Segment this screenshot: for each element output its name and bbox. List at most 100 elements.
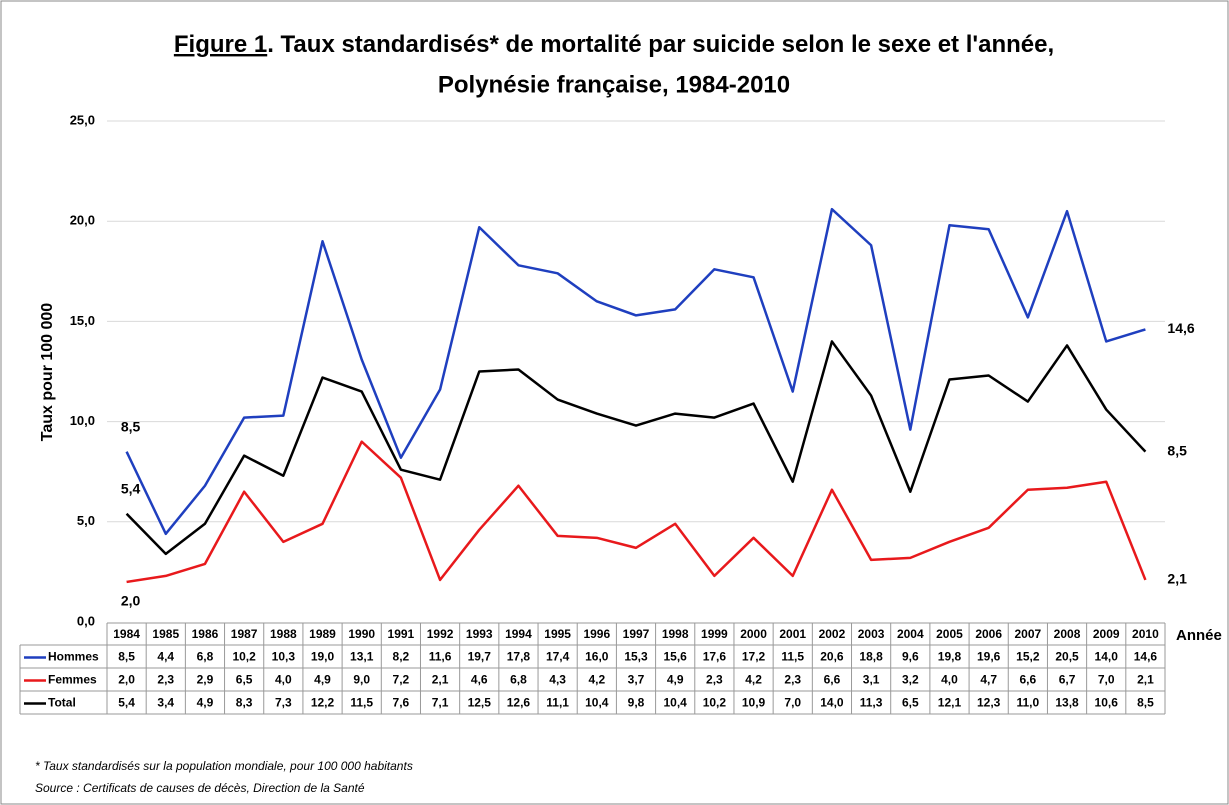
table-cell: 10,4 bbox=[585, 696, 609, 710]
table-cell: 15,2 bbox=[1016, 650, 1040, 664]
table-cell: 2,3 bbox=[157, 673, 174, 687]
x-tick-label: 2010 bbox=[1132, 627, 1159, 641]
legend-label: Hommes bbox=[48, 650, 99, 664]
data-label: 8,5 bbox=[121, 418, 141, 434]
table-cell: 9,8 bbox=[628, 696, 645, 710]
table-cell: 8,3 bbox=[236, 696, 253, 710]
x-tick-label: 1998 bbox=[662, 627, 689, 641]
table-cell: 10,4 bbox=[664, 696, 688, 710]
x-tick-label: 2000 bbox=[740, 627, 767, 641]
table-cell: 2,9 bbox=[197, 673, 214, 687]
table-cell: 7,0 bbox=[1098, 673, 1115, 687]
table-cell: 8,5 bbox=[118, 650, 135, 664]
x-tick-label: 2004 bbox=[897, 627, 924, 641]
table-cell: 7,6 bbox=[393, 696, 410, 710]
table-cell: 3,2 bbox=[902, 673, 919, 687]
table-cell: 9,6 bbox=[902, 650, 919, 664]
y-tick-label: 10,0 bbox=[70, 413, 95, 428]
table-cell: 14,0 bbox=[1095, 650, 1119, 664]
table-cell: 12,6 bbox=[507, 696, 531, 710]
table-cell: 6,5 bbox=[236, 673, 253, 687]
legend-label: Total bbox=[48, 696, 76, 710]
table-cell: 4,0 bbox=[275, 673, 292, 687]
table-cell: 8,2 bbox=[393, 650, 410, 664]
table-cell: 9,0 bbox=[353, 673, 370, 687]
table-cell: 4,3 bbox=[549, 673, 566, 687]
table-cell: 16,0 bbox=[585, 650, 609, 664]
table-cell: 15,3 bbox=[624, 650, 648, 664]
table-cell: 17,2 bbox=[742, 650, 766, 664]
table-cell: 4,9 bbox=[314, 673, 331, 687]
table-cell: 6,8 bbox=[510, 673, 527, 687]
y-axis-label: Taux pour 100 000 bbox=[39, 303, 56, 442]
y-tick-label: 0,0 bbox=[77, 613, 95, 628]
table-cell: 4,6 bbox=[471, 673, 488, 687]
series-line bbox=[125, 340, 1147, 556]
x-tick-label: 1987 bbox=[231, 627, 258, 641]
table-cell: 20,5 bbox=[1055, 650, 1079, 664]
table-cell: 12,2 bbox=[311, 696, 335, 710]
legend-label: Femmes bbox=[48, 673, 97, 687]
x-tick-label: 1994 bbox=[505, 627, 532, 641]
chart-title-line2: Polynésie française, 1984-2010 bbox=[438, 71, 790, 98]
series-line bbox=[125, 207, 1146, 536]
table-cell: 4,2 bbox=[588, 673, 605, 687]
series-line bbox=[126, 440, 1147, 584]
x-tick-label: 1985 bbox=[152, 627, 179, 641]
table-cell: 20,6 bbox=[820, 650, 844, 664]
x-tick-label: 2001 bbox=[779, 627, 806, 641]
y-tick-label: 25,0 bbox=[70, 112, 95, 127]
table-cell: 10,3 bbox=[272, 650, 296, 664]
source: Source : Certificats de causes de décès,… bbox=[35, 781, 365, 795]
table-cell: 4,4 bbox=[157, 650, 174, 664]
chart-title: Figure 1. Taux standardisés* de mortalit… bbox=[174, 31, 1054, 58]
table-cell: 10,9 bbox=[742, 696, 766, 710]
y-tick-label: 15,0 bbox=[70, 313, 95, 328]
table-cell: 18,8 bbox=[859, 650, 883, 664]
table-cell: 4,2 bbox=[745, 673, 762, 687]
data-label: 14,6 bbox=[1167, 320, 1194, 336]
x-tick-label: 1990 bbox=[348, 627, 375, 641]
x-tick-label: 1986 bbox=[192, 627, 219, 641]
table-cell: 14,0 bbox=[820, 696, 844, 710]
table-cell: 10,2 bbox=[703, 696, 727, 710]
table-cell: 7,1 bbox=[432, 696, 449, 710]
table-cell: 8,5 bbox=[1137, 696, 1154, 710]
table-cell: 2,1 bbox=[1137, 673, 1154, 687]
table-cell: 19,8 bbox=[938, 650, 962, 664]
table-cell: 2,3 bbox=[784, 673, 801, 687]
footnote: * Taux standardisés sur la population mo… bbox=[35, 759, 413, 773]
table-cell: 2,3 bbox=[706, 673, 723, 687]
table-cell: 2,1 bbox=[432, 673, 449, 687]
x-tick-label: 1991 bbox=[388, 627, 415, 641]
table-cell: 17,6 bbox=[703, 650, 727, 664]
table-cell: 17,8 bbox=[507, 650, 531, 664]
data-label: 2,1 bbox=[1167, 571, 1187, 587]
table-cell: 7,0 bbox=[784, 696, 801, 710]
table-cell: 6,6 bbox=[1020, 673, 1037, 687]
x-tick-label: 2008 bbox=[1054, 627, 1081, 641]
table-cell: 15,6 bbox=[664, 650, 688, 664]
table-cell: 5,4 bbox=[118, 696, 135, 710]
table-cell: 4,7 bbox=[980, 673, 997, 687]
y-tick-label: 20,0 bbox=[70, 213, 95, 228]
table-cell: 6,6 bbox=[824, 673, 841, 687]
y-tick-label: 5,0 bbox=[77, 513, 95, 528]
x-axis-label: Année bbox=[1176, 627, 1222, 644]
table-cell: 7,2 bbox=[393, 673, 410, 687]
table-cell: 7,3 bbox=[275, 696, 292, 710]
table-cell: 12,1 bbox=[938, 696, 962, 710]
table-cell: 11,5 bbox=[781, 650, 804, 664]
x-tick-label: 1995 bbox=[544, 627, 571, 641]
x-tick-label: 2007 bbox=[1015, 627, 1042, 641]
x-tick-label: 1997 bbox=[623, 627, 650, 641]
x-tick-label: 2002 bbox=[819, 627, 846, 641]
data-label: 5,4 bbox=[121, 480, 141, 496]
table-cell: 11,0 bbox=[1017, 696, 1040, 710]
table-cell: 19,0 bbox=[311, 650, 335, 664]
table-cell: 2,0 bbox=[118, 673, 135, 687]
x-tick-label: 1989 bbox=[309, 627, 336, 641]
x-tick-label: 2003 bbox=[858, 627, 885, 641]
